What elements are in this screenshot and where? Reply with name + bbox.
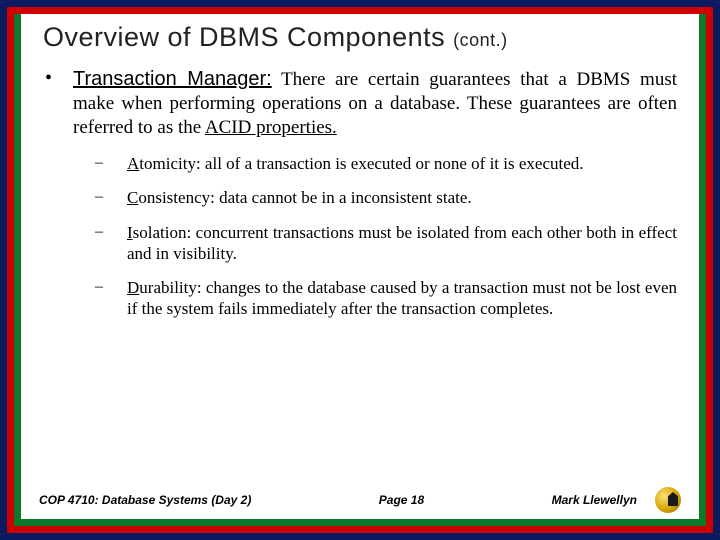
acid-letter: C: [127, 188, 138, 207]
acid-link: ACID properties.: [205, 117, 337, 138]
sub-marker: –: [95, 223, 127, 264]
bullet-marker: •: [43, 67, 73, 140]
sub-marker: –: [95, 188, 127, 209]
acid-rest: data cannot be in a inconsistent state.: [215, 188, 472, 207]
list-item: – Durability: changes to the database ca…: [95, 278, 677, 319]
acid-letter: D: [127, 278, 139, 297]
mid-border: Overview of DBMS Components (cont.) • Tr…: [7, 7, 713, 533]
title-cont: (cont.): [453, 30, 508, 50]
sub-marker: –: [95, 278, 127, 319]
acid-word: urability:: [139, 278, 201, 297]
sub-marker: –: [95, 154, 127, 175]
list-item: – Isolation: concurrent transactions mus…: [95, 223, 677, 264]
main-lead: Transaction Manager:: [73, 68, 272, 90]
footer-left: COP 4710: Database Systems (Day 2): [39, 493, 251, 507]
sub-list: – Atomicity: all of a transaction is exe…: [43, 154, 677, 334]
acid-rest: changes to the database caused by a tran…: [127, 278, 677, 318]
acid-rest: concurrent transactions must be isolated…: [127, 223, 677, 263]
sub-text: Atomicity: all of a transaction is execu…: [127, 154, 584, 175]
main-bullet: • Transaction Manager: There are certain…: [43, 67, 677, 140]
acid-word: onsistency:: [138, 188, 215, 207]
footer-right: Mark Llewellyn: [552, 487, 681, 513]
acid-rest: all of a transaction is executed or none…: [201, 154, 584, 173]
list-item: – Atomicity: all of a transaction is exe…: [95, 154, 677, 175]
main-bullet-text: Transaction Manager: There are certain g…: [73, 67, 677, 140]
outer-border: Overview of DBMS Components (cont.) • Tr…: [0, 0, 720, 540]
title-main: Overview of DBMS Components: [43, 22, 445, 52]
footer-center: Page 18: [379, 493, 424, 507]
sub-text: Consistency: data cannot be in a inconsi…: [127, 188, 472, 209]
list-item: – Consistency: data cannot be in a incon…: [95, 188, 677, 209]
sub-text: Durability: changes to the database caus…: [127, 278, 677, 319]
slide-body: Overview of DBMS Components (cont.) • Tr…: [21, 14, 699, 483]
acid-word: tomicity:: [139, 154, 200, 173]
inner-border: Overview of DBMS Components (cont.) • Tr…: [14, 14, 706, 526]
footer: COP 4710: Database Systems (Day 2) Page …: [21, 483, 699, 519]
slide-title: Overview of DBMS Components (cont.): [43, 22, 677, 53]
ucf-logo-icon: [655, 487, 681, 513]
footer-author: Mark Llewellyn: [552, 493, 637, 507]
acid-letter: A: [127, 154, 139, 173]
acid-word: solation:: [133, 223, 192, 242]
sub-text: Isolation: concurrent transactions must …: [127, 223, 677, 264]
